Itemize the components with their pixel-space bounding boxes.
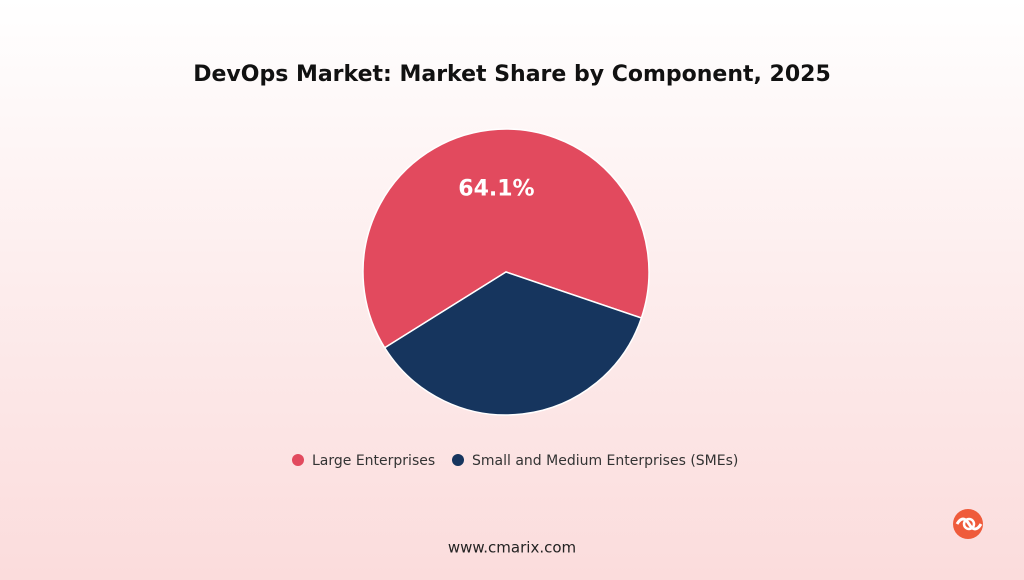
legend-label: Large Enterprises: [312, 453, 435, 469]
pie-slice: [383, 271, 643, 416]
legend-swatch: [292, 454, 304, 466]
pie-slice: [362, 128, 650, 349]
footer: www.cmarix.com: [448, 539, 576, 557]
data-label: 64.1%: [458, 177, 534, 202]
pie: 64.1%: [362, 128, 650, 416]
legend-label: Small and Medium Enterprises (SMEs): [472, 453, 738, 469]
chart-title: DevOps Market: Market Share by Component…: [193, 62, 831, 87]
legend: Large Enterprises Small and Medium Enterp…: [292, 453, 738, 469]
logo: [953, 509, 983, 539]
legend-swatch: [452, 454, 464, 466]
